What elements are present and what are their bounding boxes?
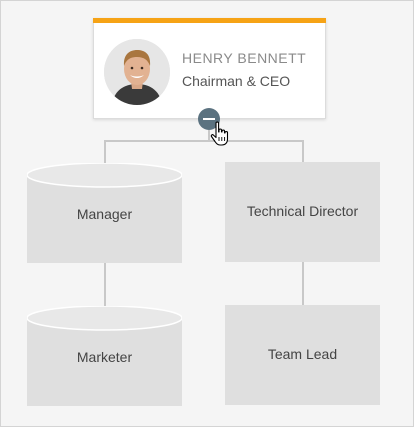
node-marketer[interactable]: Marketer bbox=[27, 306, 182, 406]
node-technical-director[interactable]: Technical Director bbox=[225, 162, 380, 262]
avatar-photo bbox=[104, 39, 170, 105]
cylinder-shape bbox=[27, 306, 182, 406]
root-node-card[interactable]: HENRY BENNETT Chairman & CEO bbox=[93, 18, 326, 119]
node-label-manager: Manager bbox=[76, 206, 133, 222]
node-team-lead[interactable]: Team Lead bbox=[225, 305, 380, 405]
node-label-team-lead: Team Lead bbox=[267, 346, 338, 362]
hand-pointer-icon bbox=[210, 121, 229, 146]
node-manager[interactable]: Manager bbox=[27, 163, 182, 263]
root-title: Chairman & CEO bbox=[182, 73, 291, 89]
minus-circle-icon[interactable] bbox=[198, 108, 220, 130]
root-accent-bar bbox=[93, 18, 326, 23]
root-name: HENRY BENNETT bbox=[182, 50, 307, 66]
avatar bbox=[104, 39, 170, 105]
node-label-marketer: Marketer bbox=[76, 349, 133, 365]
node-label-technical-director: Technical Director bbox=[246, 203, 359, 219]
cylinder-shape bbox=[27, 163, 182, 263]
